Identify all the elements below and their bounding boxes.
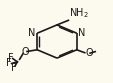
Text: O: O xyxy=(21,47,29,57)
Text: O: O xyxy=(85,48,92,58)
Text: N: N xyxy=(28,28,35,38)
Text: NH$_2$: NH$_2$ xyxy=(68,6,88,20)
Text: F: F xyxy=(6,59,11,68)
Text: F: F xyxy=(8,53,13,63)
Text: N: N xyxy=(78,28,85,38)
Text: F: F xyxy=(11,63,16,73)
